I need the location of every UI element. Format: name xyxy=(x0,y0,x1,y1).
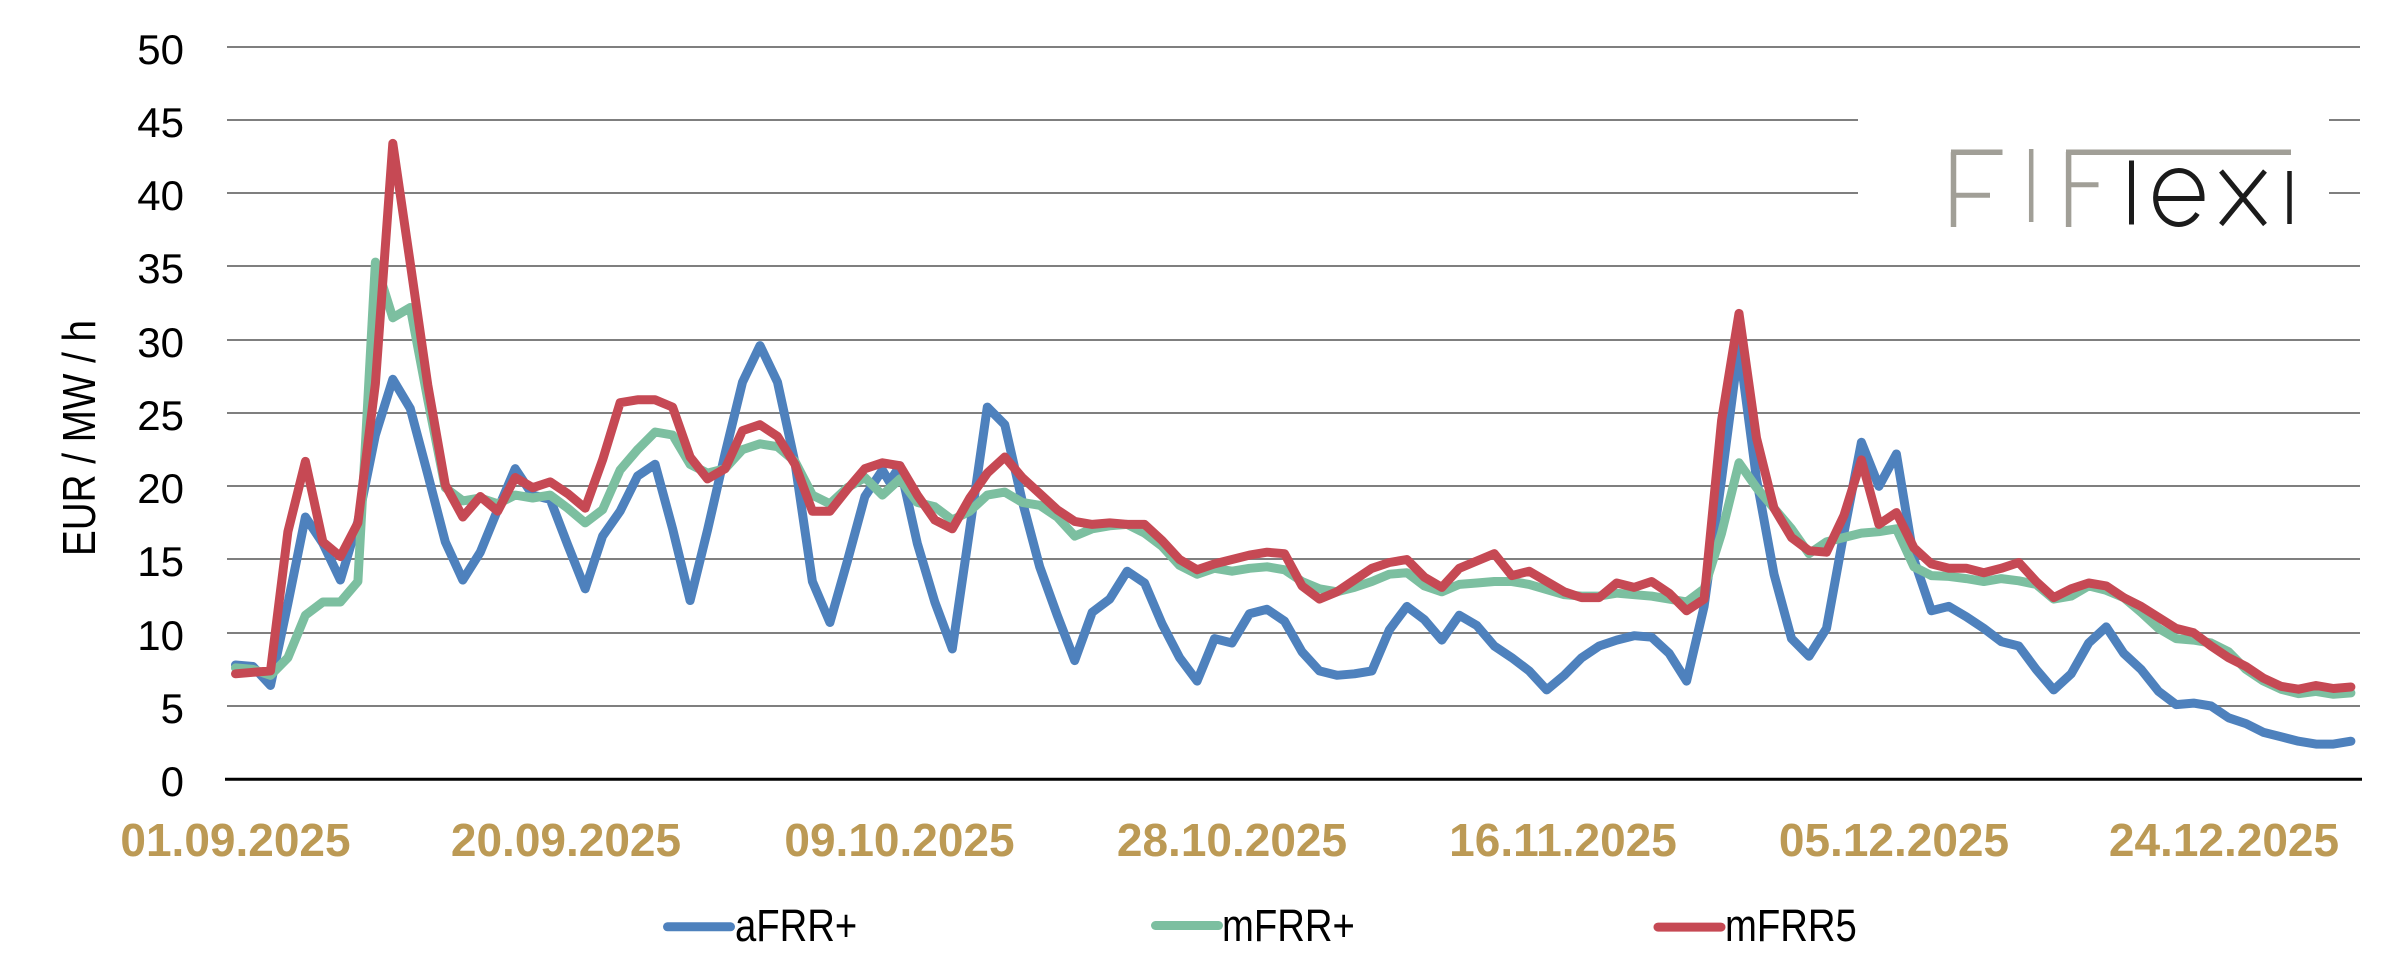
svg-text:5: 5 xyxy=(161,685,184,732)
svg-text:10: 10 xyxy=(137,612,184,659)
svg-text:0: 0 xyxy=(161,758,184,805)
svg-text:mFRR5: mFRR5 xyxy=(1725,900,1857,951)
svg-text:09.10.2025: 09.10.2025 xyxy=(784,814,1014,866)
svg-text:35: 35 xyxy=(137,245,184,292)
svg-text:25: 25 xyxy=(137,392,184,439)
svg-text:01.09.2025: 01.09.2025 xyxy=(120,814,350,866)
svg-text:05.12.2025: 05.12.2025 xyxy=(1779,814,2009,866)
svg-text:28.10.2025: 28.10.2025 xyxy=(1117,814,1347,866)
svg-text:24.12.2025: 24.12.2025 xyxy=(2109,814,2339,866)
svg-text:20.09.2025: 20.09.2025 xyxy=(451,814,681,866)
svg-text:20: 20 xyxy=(137,465,184,512)
svg-text:45: 45 xyxy=(137,99,184,146)
svg-text:16.11.2025: 16.11.2025 xyxy=(1449,814,1677,866)
svg-text:50: 50 xyxy=(137,26,184,73)
svg-text:mFRR+: mFRR+ xyxy=(1222,900,1355,951)
svg-text:30: 30 xyxy=(137,319,184,366)
svg-text:15: 15 xyxy=(137,538,184,585)
svg-text:40: 40 xyxy=(137,172,184,219)
svg-text:EUR / MW / h: EUR / MW / h xyxy=(54,320,105,556)
svg-text:aFRR+: aFRR+ xyxy=(735,900,857,951)
